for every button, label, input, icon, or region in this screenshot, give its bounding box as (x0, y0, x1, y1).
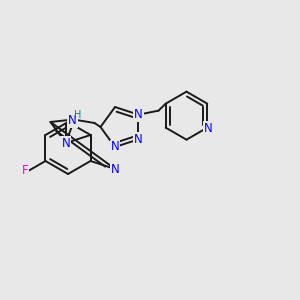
Text: H: H (74, 110, 81, 120)
Text: N: N (68, 115, 77, 128)
Text: N: N (134, 133, 143, 146)
Text: N: N (111, 163, 120, 176)
Text: N: N (61, 136, 70, 149)
Text: N: N (134, 108, 143, 121)
Text: N: N (111, 140, 119, 154)
Text: N: N (204, 122, 213, 135)
Text: F: F (22, 164, 28, 178)
